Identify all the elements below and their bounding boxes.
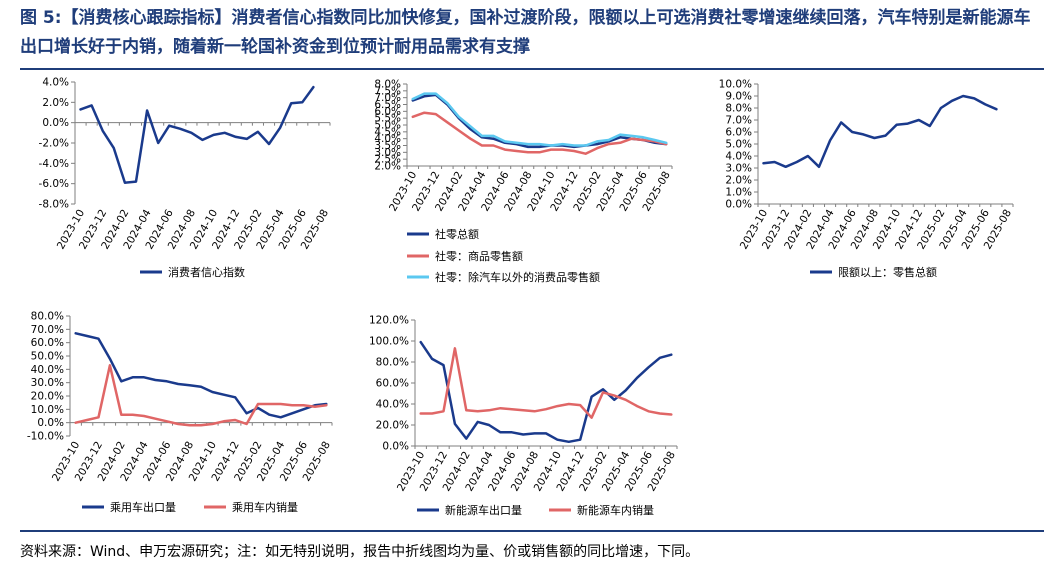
legend-label: 社零：商品零售额 bbox=[435, 249, 523, 263]
legend-label: 消费者信心指数 bbox=[168, 265, 245, 279]
y-tick-label: 50.0% bbox=[31, 351, 64, 363]
y-tick-label: 6.0% bbox=[374, 106, 401, 118]
series-line-2 bbox=[411, 111, 668, 155]
y-tick-label: -4.0% bbox=[39, 158, 69, 170]
y-tick-label: 2.0% bbox=[374, 161, 401, 173]
y-tick-label: 4.0% bbox=[725, 151, 752, 163]
y-tick-label: 20.0% bbox=[376, 420, 409, 432]
y-tick-label: 5.0% bbox=[374, 120, 401, 132]
y-tick-label: 0.0% bbox=[42, 117, 69, 129]
y-tick-label: 0.0% bbox=[382, 441, 409, 453]
legend-label: 乘用车出口量 bbox=[110, 500, 176, 514]
legend-label: 限额以上：零售总额 bbox=[838, 265, 937, 279]
y-tick-label: 3.0% bbox=[374, 147, 401, 159]
y-tick-label: -2.0% bbox=[39, 138, 69, 150]
series-line-1 bbox=[762, 94, 998, 169]
y-tick-label: 100.0% bbox=[369, 336, 409, 348]
y-tick-label: 4.0% bbox=[374, 133, 401, 145]
y-tick-label: 20.0% bbox=[31, 391, 64, 403]
y-tick-label: 0.0% bbox=[37, 417, 64, 429]
y-tick-label: 5.0% bbox=[725, 139, 752, 151]
series-line-1 bbox=[74, 332, 328, 419]
y-tick-label: -10.0% bbox=[27, 431, 64, 443]
legend-label: 新能源车内销量 bbox=[577, 503, 654, 517]
y-tick-label: 40.0% bbox=[31, 364, 64, 376]
y-tick-label: 70.0% bbox=[31, 324, 64, 336]
series-line-2 bbox=[419, 347, 673, 419]
series-line-1 bbox=[419, 340, 673, 444]
series-line-3 bbox=[411, 92, 668, 147]
series-line-1 bbox=[79, 85, 315, 184]
y-tick-label: -6.0% bbox=[39, 178, 69, 190]
y-tick-label: 6.5% bbox=[374, 99, 401, 111]
y-tick-label: 30.0% bbox=[31, 377, 64, 389]
chart-retail-sales: 2.0%2.5%3.0%3.5%4.0%4.5%5.0%5.5%6.0%6.5%… bbox=[374, 79, 673, 285]
chart-consumer-confidence: -8.0%-6.0%-4.0%-2.0%0.0%2.0%4.0%2023-102… bbox=[39, 77, 332, 280]
y-tick-label: -8.0% bbox=[39, 199, 69, 211]
y-tick-label: 10.0% bbox=[719, 79, 752, 91]
y-tick-label: 2.5% bbox=[374, 154, 401, 166]
y-tick-label: 4.5% bbox=[374, 126, 401, 138]
y-tick-label: 2.0% bbox=[42, 97, 69, 109]
y-tick-label: 4.0% bbox=[42, 77, 69, 89]
y-tick-label: 60.0% bbox=[376, 378, 409, 390]
y-tick-label: 8.0% bbox=[725, 103, 752, 115]
y-tick-label: 80.0% bbox=[376, 357, 409, 369]
y-tick-label: 6.0% bbox=[725, 127, 752, 139]
y-tick-label: 7.0% bbox=[725, 115, 752, 127]
legend-label: 乘用车内销量 bbox=[232, 500, 298, 514]
source-note: 资料来源：Wind、申万宏源研究；注：如无特别说明，报告中折线图均为量、价或销售… bbox=[20, 544, 700, 560]
y-tick-label: 5.5% bbox=[374, 113, 401, 125]
chart-above-limit-retail: 0.0%1.0%2.0%3.0%4.0%5.0%6.0%7.0%8.0%9.0%… bbox=[719, 79, 1014, 280]
legend-label: 社零：除汽车以外的消费品零售额 bbox=[435, 270, 600, 284]
y-tick-label: 7.0% bbox=[374, 92, 401, 104]
y-tick-label: 10.0% bbox=[31, 404, 64, 416]
legend-label: 社零总额 bbox=[435, 227, 479, 241]
chart-nev: 0.0%20.0%40.0%60.0%80.0%100.0%120.0%2023… bbox=[369, 315, 678, 518]
figure-title: 图 5:【消费核心跟踪指标】消费者信心指数同比加快修复，国补过渡阶段，限额以上可… bbox=[20, 8, 1031, 57]
y-tick-label: 60.0% bbox=[31, 337, 64, 349]
series-line-2 bbox=[74, 364, 328, 427]
bottom-divider bbox=[20, 530, 1044, 532]
y-tick-label: 8.0% bbox=[374, 79, 401, 91]
top-divider bbox=[20, 68, 1044, 70]
y-tick-label: 3.5% bbox=[374, 140, 401, 152]
y-tick-label: 120.0% bbox=[369, 315, 409, 327]
y-tick-label: 0.0% bbox=[725, 199, 752, 211]
y-tick-label: 3.0% bbox=[725, 163, 752, 175]
y-tick-label: 2.0% bbox=[725, 175, 752, 187]
y-tick-label: 1.0% bbox=[725, 187, 752, 199]
y-tick-label: 40.0% bbox=[376, 399, 409, 411]
chart-passenger-car: -10.0% 0.0%10.0%20.0% 30.0%40.0%50.0% 60.0%… bbox=[27, 311, 333, 515]
y-tick-label: 9.0% bbox=[725, 91, 752, 103]
y-tick-label: 80.0% bbox=[31, 311, 64, 323]
y-tick-label: 7.5% bbox=[374, 85, 401, 97]
legend-label: 新能源车出口量 bbox=[445, 503, 522, 517]
